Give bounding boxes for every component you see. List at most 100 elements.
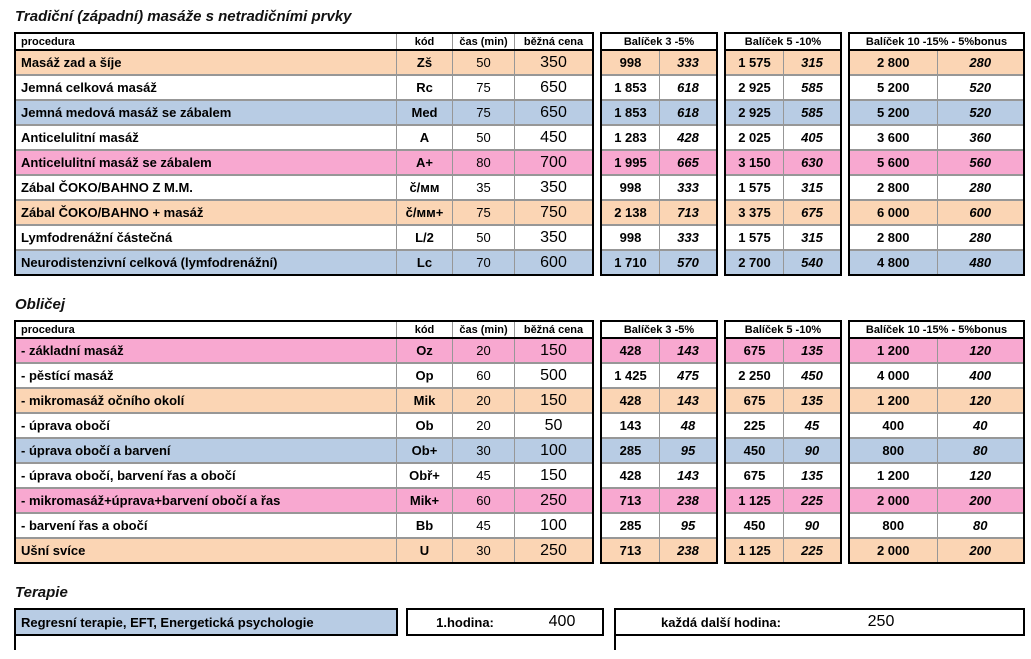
table-row: 2 925 585 [726, 76, 840, 101]
cell-per-session-price: 570 [659, 251, 716, 274]
table-row: 675 135 [726, 389, 840, 414]
cell-package-price: 285 [619, 518, 642, 533]
table-row: 1 575 315 [726, 176, 840, 201]
cell-procedura: Zábal ČOKO/BAHNO + masáž [21, 205, 204, 220]
border-stub [14, 636, 16, 650]
cell-per-session-price: 120 [936, 464, 1024, 487]
table-row: 2 800 280 [850, 51, 1023, 76]
cell-package-price: 1 200 [876, 468, 910, 483]
cell-package-price: 800 [882, 518, 905, 533]
cell-package-price: 1 125 [738, 543, 771, 558]
cell-package-price: 1 853 [614, 80, 647, 95]
cell-cena: 50 [514, 414, 592, 437]
table-row: 2 000 200 [850, 489, 1023, 514]
price-table-sections: Tradiční (západní) masáže s netradičními… [14, 8, 1031, 564]
cell-kod: Ob+ [396, 439, 452, 462]
table-row: 3 375 675 [726, 201, 840, 226]
cell-per-session-price: 600 [936, 201, 1024, 224]
cell-package-price: 2 700 [738, 255, 771, 270]
cell-package-price: 1 283 [614, 130, 647, 145]
cell-cena: 350 [514, 51, 592, 74]
cell-package-price: 675 [743, 393, 766, 408]
cell-package-price: 2 000 [876, 543, 910, 558]
cell-package-price: 2 800 [876, 180, 910, 195]
cell-cena: 600 [514, 251, 592, 274]
table-row: 675 135 [726, 464, 840, 489]
cell-procedura: - základní masáž [21, 343, 124, 358]
cell-cena: 450 [514, 126, 592, 149]
table-row: 450 90 [726, 439, 840, 464]
cell-cena: 750 [514, 201, 592, 224]
table-row: 143 48 [602, 414, 716, 439]
cell-per-session-price: 333 [659, 51, 716, 74]
cell-per-session-price: 333 [659, 176, 716, 199]
header-row: procedura kód čas (min) běžná cena [16, 34, 592, 51]
cell-cas: 50 [452, 126, 514, 149]
cell-cena: 350 [514, 176, 592, 199]
cell-procedura: Anticelulitní masáž [21, 130, 139, 145]
cell-per-session-price: 675 [783, 201, 840, 224]
table-row: 998 333 [602, 176, 716, 201]
table-row: 3 150 630 [726, 151, 840, 176]
table-row: 1 125 225 [726, 489, 840, 514]
header-row: Balíček 3 -5% [602, 34, 716, 51]
cell-per-session-price: 618 [659, 101, 716, 124]
cell-procedura: - barvení řas a obočí [21, 518, 148, 533]
cell-per-session-price: 95 [659, 514, 716, 537]
table-row: 713 238 [602, 489, 716, 514]
header-row: Balíček 5 -10% [726, 34, 840, 51]
cell-per-session-price: 360 [936, 126, 1024, 149]
cell-package-price: 1 200 [876, 393, 910, 408]
table-row: 675 135 [726, 339, 840, 364]
cell-per-session-price: 45 [783, 414, 840, 437]
cell-per-session-price: 665 [659, 151, 716, 174]
table-row: 428 143 [602, 339, 716, 364]
table-row: 428 143 [602, 389, 716, 414]
therapy-name: Regresní terapie, EFT, Energetická psych… [21, 614, 314, 630]
cell-cas: 35 [452, 176, 514, 199]
cell-per-session-price: 143 [659, 389, 716, 412]
cell-package-price: 800 [882, 443, 905, 458]
column-header-cas: čas (min) [452, 322, 514, 337]
cell-package-price: 428 [619, 343, 642, 358]
table-row: 2 138 713 [602, 201, 716, 226]
column-header-kod: kód [396, 34, 452, 49]
cell-cena: 500 [514, 364, 592, 387]
cell-cas: 70 [452, 251, 514, 274]
table-row: Lymfodrenážní částečná L/2 50 350 [16, 226, 592, 251]
cell-cena: 100 [514, 439, 592, 462]
cell-package-price: 1 710 [614, 255, 647, 270]
table-row: Anticelulitní masáž A 50 450 [16, 126, 592, 151]
cell-cena: 650 [514, 101, 592, 124]
table-row: - úprava obočí, barvení řas a obočí Obř+ 4… [16, 464, 592, 489]
cell-per-session-price: 40 [936, 414, 1024, 437]
cell-cas: 20 [452, 389, 514, 412]
cell-cas: 45 [452, 464, 514, 487]
section-terapie: Terapie Regresní terapie, EFT, Energetic… [14, 584, 1031, 650]
cell-package-price: 5 200 [876, 80, 910, 95]
cell-per-session-price: 333 [659, 226, 716, 249]
table-row: 400 40 [850, 414, 1023, 439]
cell-package-price: 675 [743, 468, 766, 483]
cell-package-price: 450 [743, 443, 766, 458]
package-block-b10: Balíček 10 -15% - 5%bonus 1 200 120 4 000 40… [848, 320, 1025, 564]
table-row: 285 95 [602, 514, 716, 539]
table-row: 800 80 [850, 514, 1023, 539]
column-header-procedura: procedura [21, 35, 75, 48]
cell-kod: č/мм [396, 176, 452, 199]
cell-package-price: 2 025 [738, 130, 771, 145]
column-header-cena: běžná cena [514, 322, 592, 337]
table-row: 998 333 [602, 51, 716, 76]
price-table-section: Tradiční (západní) masáže s netradičními… [14, 8, 1031, 276]
table-row: 428 143 [602, 464, 716, 489]
cell-kod: A [396, 126, 452, 149]
cell-kod: č/мм+ [396, 201, 452, 224]
cell-package-price: 1 995 [614, 155, 647, 170]
cell-package-price: 2 925 [738, 105, 771, 120]
package-block-b10: Balíček 10 -15% - 5%bonus 2 800 280 5 200 52… [848, 32, 1025, 276]
cell-procedura: - úprava obočí a barvení [21, 443, 171, 458]
table-row: 2 800 280 [850, 176, 1023, 201]
cell-per-session-price: 475 [659, 364, 716, 387]
cell-per-session-price: 520 [936, 76, 1024, 99]
